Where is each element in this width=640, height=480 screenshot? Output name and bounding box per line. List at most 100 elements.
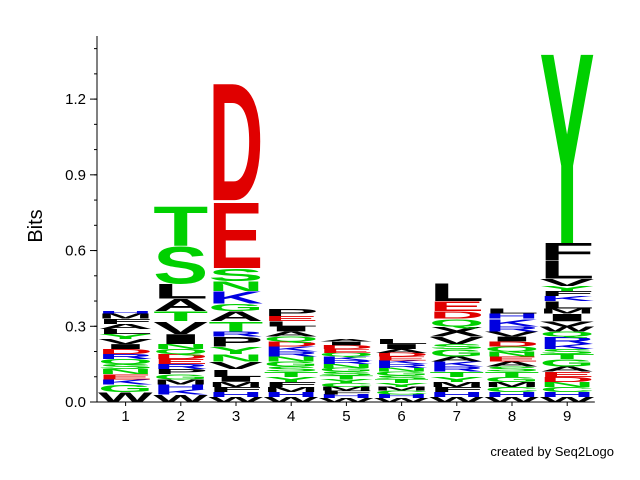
- letter-P: P: [153, 368, 208, 376]
- letter-H: H: [484, 391, 539, 399]
- letter-G: G: [319, 367, 374, 373]
- letter-A: A: [429, 355, 484, 363]
- letter-W: W: [540, 325, 595, 333]
- letter-M: M: [98, 312, 153, 320]
- letter-V: V: [153, 318, 208, 338]
- letter-N: N: [208, 352, 263, 364]
- letter-A: A: [208, 308, 263, 324]
- letter-M: M: [153, 378, 208, 386]
- letter-S: S: [484, 365, 539, 373]
- letter-S: S: [540, 348, 595, 356]
- letter-I: I: [264, 325, 319, 333]
- letter-T: T: [540, 353, 595, 361]
- letter-E: E: [429, 298, 484, 314]
- letter-K: K: [153, 388, 208, 396]
- letter-S: S: [98, 363, 153, 371]
- letter-E: E: [98, 373, 153, 381]
- letter-S: S: [429, 343, 484, 351]
- letter-stacks: WGKENSQRDIVYLAFMHWKHMGPREDQNIVTALSTWHFMI…: [98, 0, 595, 405]
- letter-K: K: [374, 359, 429, 365]
- letter-D: D: [264, 340, 319, 348]
- letter-T: T: [429, 370, 484, 378]
- letter-W: W: [264, 396, 319, 404]
- letter-E: E: [153, 358, 208, 366]
- letter-W: W: [540, 396, 595, 404]
- letter-N: N: [374, 367, 429, 373]
- letter-H: H: [264, 391, 319, 399]
- letter-Y: Y: [374, 382, 429, 388]
- letter-H: H: [208, 391, 263, 399]
- x-tick-label: 4: [287, 408, 295, 425]
- x-tick-label: 2: [177, 408, 185, 425]
- letter-G: G: [264, 360, 319, 368]
- letter-K: K: [540, 343, 595, 351]
- letter-G: G: [374, 371, 429, 377]
- letter-Y: Y: [264, 376, 319, 384]
- letter-P: P: [208, 334, 263, 350]
- letter-A: A: [540, 365, 595, 373]
- letter-K: K: [319, 356, 374, 362]
- letter-D: D: [98, 348, 153, 356]
- letter-N: N: [208, 278, 263, 294]
- letter-N: N: [153, 343, 208, 351]
- letter-W: W: [208, 396, 263, 404]
- letter-W: W: [374, 397, 429, 403]
- letter-R: R: [264, 350, 319, 358]
- letter-G: G: [153, 373, 208, 381]
- letter-N: N: [484, 350, 539, 358]
- letter-K: K: [208, 288, 263, 308]
- letter-S: S: [374, 375, 429, 381]
- letter-L: L: [98, 327, 153, 335]
- letter-T: T: [153, 195, 208, 258]
- letter-L: L: [540, 299, 595, 311]
- letter-M: M: [264, 386, 319, 394]
- letter-L: L: [264, 320, 319, 328]
- letter-G: G: [540, 357, 595, 369]
- letter-L: L: [208, 367, 263, 379]
- letter-I: I: [319, 340, 374, 346]
- letter-F: F: [540, 238, 595, 266]
- letter-R: R: [429, 365, 484, 373]
- letter-M: M: [484, 381, 539, 389]
- letter-E: E: [374, 356, 429, 362]
- letter-C: C: [484, 386, 539, 394]
- letter-H: H: [540, 391, 595, 399]
- y-tick-label: 0.9: [65, 167, 86, 184]
- letter-Q: Q: [429, 317, 484, 329]
- letter-T: T: [374, 378, 429, 384]
- letter-E: E: [319, 348, 374, 354]
- letter-K: K: [484, 317, 539, 329]
- letter-D: D: [540, 376, 595, 384]
- letter-S: S: [264, 365, 319, 373]
- letter-V: V: [98, 338, 153, 346]
- letter-F: F: [429, 386, 484, 394]
- letter-I: I: [153, 331, 208, 347]
- letter-R: R: [208, 330, 263, 338]
- y-tick-label: 0.3: [65, 318, 86, 335]
- credit-text: created by Seq2Logo: [490, 444, 614, 459]
- letter-T: T: [319, 374, 374, 380]
- letter-E: E: [264, 315, 319, 323]
- letter-I: I: [540, 312, 595, 324]
- letter-E: E: [208, 183, 263, 289]
- letter-E: E: [484, 355, 539, 363]
- letter-F: F: [208, 386, 263, 394]
- letter-D: D: [153, 353, 208, 361]
- letter-Y: Y: [319, 378, 374, 384]
- y-tick-label: 0.0: [65, 394, 86, 411]
- letter-N: N: [319, 363, 374, 369]
- letter-A: A: [153, 295, 208, 315]
- letter-K: K: [540, 295, 595, 303]
- letter-M: M: [208, 381, 263, 389]
- letter-R: R: [540, 334, 595, 346]
- letter-T: T: [264, 370, 319, 378]
- letter-R: R: [374, 363, 429, 369]
- letter-C: C: [540, 386, 595, 394]
- letter-Y: Y: [429, 376, 484, 384]
- y-axis-label: Bits: [25, 209, 47, 242]
- letter-R: R: [484, 325, 539, 333]
